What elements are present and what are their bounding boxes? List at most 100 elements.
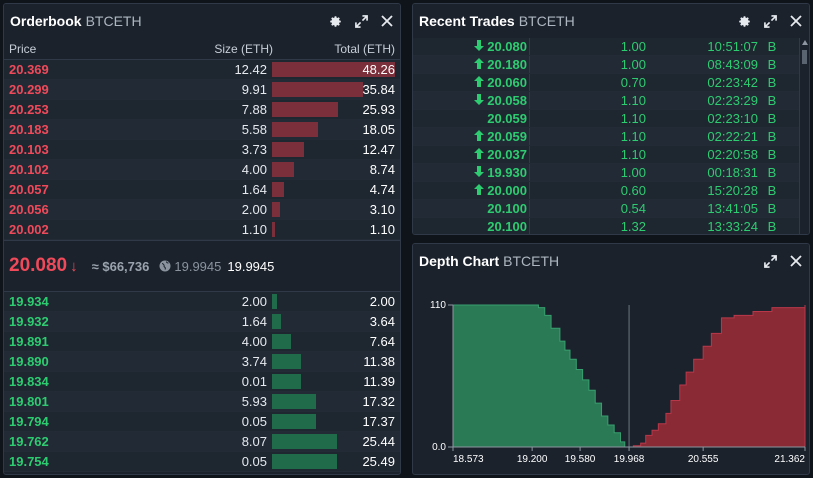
- ask-size: 7.88: [241, 102, 267, 117]
- bid-row[interactable]: 19.794 0.05 17.37: [4, 412, 400, 432]
- bid-row[interactable]: 19.932 1.64 3.64: [4, 312, 400, 332]
- bid-depth-bar-track: [272, 374, 395, 389]
- ask-size: 4.00: [241, 162, 267, 177]
- arrow-down-icon: ↓: [70, 257, 78, 275]
- ask-depth-bar: [272, 62, 395, 77]
- expand-icon[interactable]: [763, 254, 777, 268]
- ask-row[interactable]: 20.183 5.58 18.05: [4, 120, 400, 140]
- trade-size: 0.54: [620, 201, 646, 216]
- arrow-up-icon: [474, 75, 485, 90]
- trade-price-cell: 20.000: [413, 182, 530, 199]
- bid-row[interactable]: 19.754 0.05 25.49: [4, 452, 400, 472]
- gear-icon[interactable]: [328, 14, 342, 28]
- bid-price: 19.890: [9, 354, 49, 369]
- bid-depth-bar: [272, 394, 317, 409]
- spread-row: 20.080 ↓ ≈ $66,736 19.9945 19.9945: [4, 240, 400, 292]
- trade-row[interactable]: 19.930 1.00 00:18:31 B: [413, 164, 799, 182]
- trade-row[interactable]: 20.100 0.54 13:41:05 B: [413, 200, 799, 218]
- bid-total: 11.39: [363, 374, 395, 389]
- ask-row[interactable]: 20.056 2.00 3.10: [4, 200, 400, 220]
- ask-size: 3.73: [241, 142, 267, 157]
- index-price: 19.9945: [174, 258, 222, 274]
- ask-depth-bar-track: [272, 62, 395, 77]
- trades-scrollbar[interactable]: [799, 38, 809, 234]
- ask-depth-area: [632, 305, 806, 448]
- ask-depth-bar-track: [272, 82, 395, 97]
- ask-row[interactable]: 20.299 9.91 35.84: [4, 80, 400, 100]
- ask-depth-bar-track: [272, 162, 395, 177]
- trade-time: 08:43:09: [707, 57, 758, 72]
- trades-title: Recent Trades: [419, 13, 515, 29]
- orderbook-pair: BTCETH: [85, 13, 142, 29]
- trades-header: Recent Trades BTCETH: [413, 4, 809, 38]
- trade-price: 20.180: [487, 57, 527, 72]
- trade-side: B: [767, 165, 777, 180]
- arrow-up-icon: [474, 57, 485, 72]
- ask-row[interactable]: 20.002 1.10 1.10: [4, 220, 400, 240]
- close-icon[interactable]: [380, 14, 394, 28]
- ask-depth-bar-track: [272, 102, 395, 117]
- trade-row[interactable]: 20.037 1.10 02:20:58 B: [413, 146, 799, 164]
- trade-row[interactable]: 20.100 1.32 13:33:24 B: [413, 218, 799, 234]
- bid-size: 0.05: [241, 454, 267, 469]
- bid-depth-bar: [272, 434, 337, 449]
- trade-row[interactable]: 20.059 1.10 02:23:10 B: [413, 110, 799, 128]
- gear-icon[interactable]: [737, 14, 751, 28]
- trade-row[interactable]: 20.000 0.60 15:20:28 B: [413, 182, 799, 200]
- bid-total: 11.38: [363, 354, 395, 369]
- trade-row[interactable]: 20.060 0.70 02:23:42 B: [413, 74, 799, 92]
- bid-size: 1.64: [241, 314, 267, 329]
- bid-size: 0.05: [241, 414, 267, 429]
- bid-row[interactable]: 19.834 0.01 11.39: [4, 372, 400, 392]
- bid-row[interactable]: 19.801 5.93 17.32: [4, 392, 400, 412]
- y-tick-label: 0.0: [432, 442, 446, 453]
- bid-row[interactable]: 19.934 2.00 2.00: [4, 292, 400, 312]
- bid-total: 25.49: [362, 454, 395, 469]
- bid-row[interactable]: 19.762 8.07 25.44: [4, 432, 400, 452]
- ask-depth-bar: [272, 142, 304, 157]
- bid-depth-bar-track: [272, 394, 395, 409]
- bid-size: 2.00: [241, 294, 267, 309]
- trade-row[interactable]: 20.180 1.00 08:43:09 B: [413, 56, 799, 74]
- trade-price: 20.100: [487, 219, 527, 234]
- trade-row[interactable]: 20.059 1.10 02:22:21 B: [413, 128, 799, 146]
- ask-depth-bar-track: [272, 222, 395, 237]
- depth-chart[interactable]: 110 0.0 18.573 19.200 19.580 19.968 20.555 21.3…: [413, 278, 809, 474]
- trade-price-cell: 20.059: [413, 128, 530, 145]
- expand-icon[interactable]: [763, 14, 777, 28]
- ask-row[interactable]: 20.057 1.64 4.74: [4, 180, 400, 200]
- close-icon[interactable]: [789, 14, 803, 28]
- trade-row[interactable]: 20.058 1.10 02:23:29 B: [413, 92, 799, 110]
- trade-side: B: [767, 111, 777, 126]
- ask-row[interactable]: 20.253 7.88 25.93: [4, 100, 400, 120]
- ask-price: 20.002: [9, 222, 49, 237]
- ask-total: 12.47: [362, 142, 395, 157]
- trade-side: B: [767, 93, 777, 108]
- scroll-thumb[interactable]: [802, 50, 807, 64]
- x-tick-label: 21.362: [774, 454, 805, 465]
- ask-row[interactable]: 20.102 4.00 8.74: [4, 160, 400, 180]
- arrow-up-icon: [474, 147, 485, 162]
- ask-size: 9.91: [241, 82, 267, 97]
- trade-time: 02:22:21: [707, 129, 758, 144]
- expand-icon[interactable]: [354, 14, 368, 28]
- bid-total: 2.00: [369, 294, 395, 309]
- close-icon[interactable]: [789, 254, 803, 268]
- scroll-up-icon[interactable]: [802, 40, 808, 45]
- trade-size: 1.10: [620, 129, 646, 144]
- ask-depth-bar-track: [272, 202, 395, 217]
- ask-price: 20.103: [9, 142, 49, 157]
- trade-row[interactable]: 20.080 1.00 10:51:07 B: [413, 38, 799, 56]
- ask-size: 1.10: [241, 222, 267, 237]
- depth-header: Depth Chart BTCETH: [413, 244, 809, 278]
- bid-row[interactable]: 19.891 4.00 7.64: [4, 332, 400, 352]
- ask-size: 12.42: [234, 62, 267, 77]
- bid-total: 3.64: [369, 314, 395, 329]
- ask-row[interactable]: 20.103 3.73 12.47: [4, 140, 400, 160]
- ask-row[interactable]: 20.369 12.42 48.26: [4, 60, 400, 80]
- bid-row[interactable]: 19.890 3.74 11.38: [4, 352, 400, 372]
- arrow-down-icon: [474, 39, 485, 54]
- ask-depth-bar: [272, 122, 318, 137]
- ask-total: 8.74: [369, 162, 395, 177]
- index-price-group: 19.9945: [159, 259, 221, 274]
